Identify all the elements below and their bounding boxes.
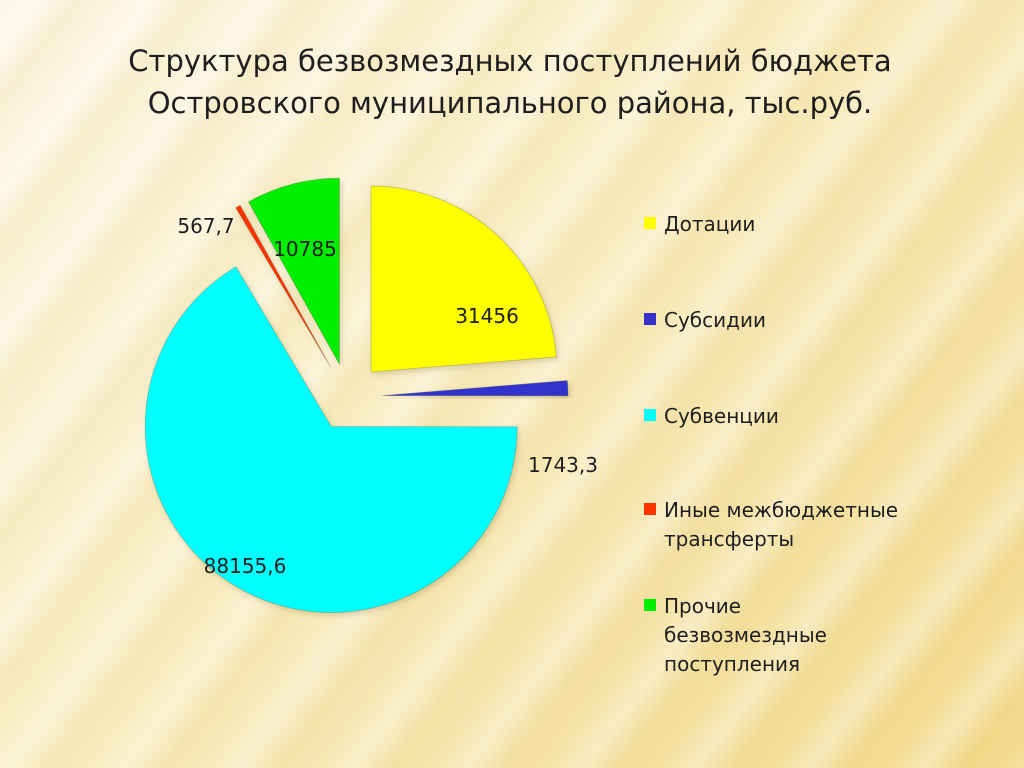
- legend-label-line: безвозмездные: [664, 623, 827, 647]
- legend-item-3: Субвенции: [644, 402, 924, 431]
- legend-swatch-1: [644, 217, 656, 229]
- data-label-2: 1743,3: [528, 453, 598, 477]
- legend-label-4: Иные межбюджетные трансферты: [664, 496, 924, 554]
- legend-label-line: Прочие: [664, 594, 742, 618]
- legend-item-1: Дотации: [644, 210, 924, 239]
- chart-title-line-2: Островского муниципального района, тыс.р…: [147, 86, 873, 120]
- legend-label-3: Субвенции: [664, 402, 924, 431]
- legend-label-line: Субвенции: [664, 404, 779, 428]
- legend-label-5: Прочие безвозмездные поступления: [664, 592, 924, 679]
- data-label-3: 88155,6: [204, 554, 287, 578]
- pie-slice-4: [235, 204, 332, 368]
- legend-item-5: Прочие безвозмездные поступления: [644, 592, 924, 679]
- legend-item-4: Иные межбюджетные трансферты: [644, 496, 924, 554]
- data-label-1: 31456: [455, 304, 519, 328]
- legend-label-line: Субсидии: [664, 308, 766, 332]
- legend-label-line: Дотации: [664, 212, 756, 236]
- legend-label-1: Дотации: [664, 210, 924, 239]
- chart-title: Структура безвозмездных поступлений бюдж…: [60, 40, 960, 124]
- legend-swatch-3: [644, 409, 656, 421]
- legend-label-2: Субсидии: [664, 306, 924, 335]
- pie-slice-3: [144, 266, 518, 613]
- legend-item-2: Субсидии: [644, 306, 924, 335]
- pie-slice-1: [370, 185, 557, 373]
- pie-slice-5: [247, 177, 340, 366]
- data-label-4: 567,7: [177, 214, 234, 238]
- data-label-5: 10785: [273, 237, 337, 261]
- pie-slice-2: [381, 380, 569, 397]
- legend-swatch-5: [644, 599, 656, 611]
- legend-label-line: Иные межбюджетные: [664, 498, 899, 522]
- legend-swatch-2: [644, 313, 656, 325]
- legend-label-line: трансферты: [664, 527, 795, 551]
- chart-title-line-1: Структура безвозмездных поступлений бюдж…: [128, 44, 892, 78]
- legend-label-line: поступления: [664, 652, 801, 676]
- legend-swatch-4: [644, 503, 656, 515]
